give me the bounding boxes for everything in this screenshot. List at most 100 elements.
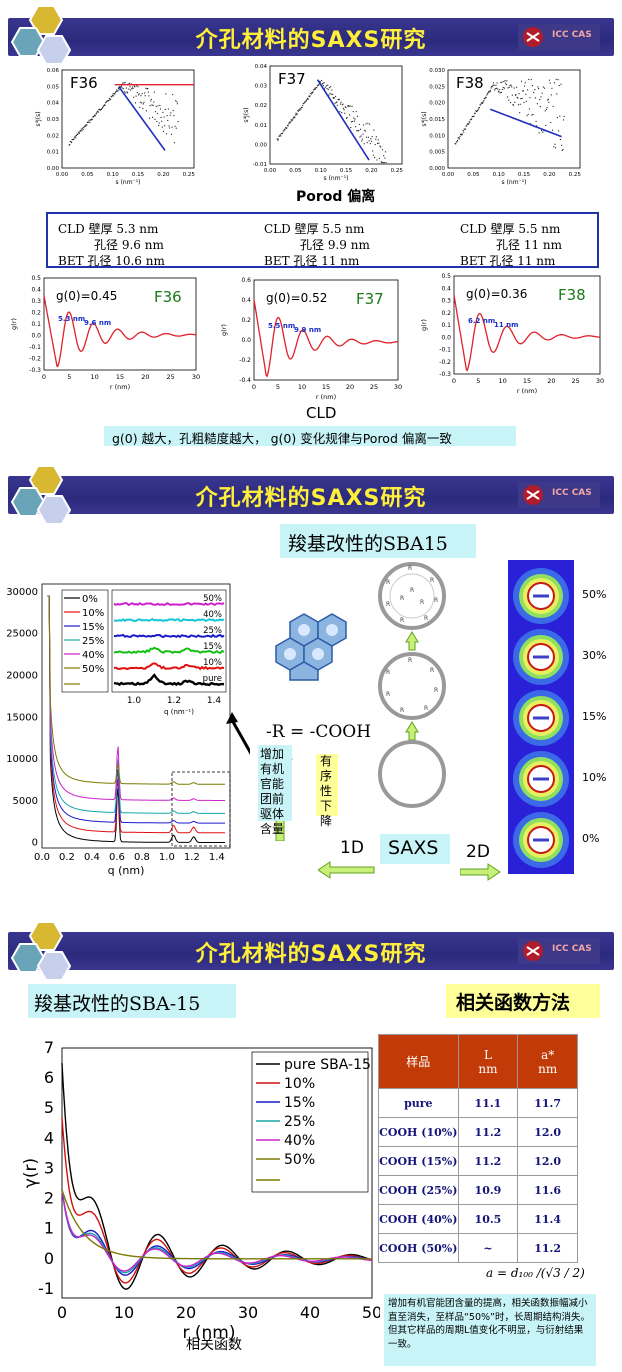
scatter-point	[351, 105, 353, 107]
saxs-series-line	[47, 595, 225, 814]
scatter-point	[170, 112, 172, 114]
scatter-point	[86, 124, 88, 126]
beamstop	[533, 655, 549, 659]
scatter-point	[99, 109, 101, 111]
scatter-point	[341, 112, 343, 114]
scatter-point	[358, 123, 360, 125]
scatter-point	[326, 88, 328, 90]
scatter-point	[122, 88, 124, 90]
scatter-point	[283, 128, 286, 130]
scatter-point	[75, 137, 77, 139]
scatter-point	[529, 97, 531, 99]
scatter-point	[299, 107, 301, 109]
x-tick-label: 0.05	[81, 172, 94, 178]
scatter-point	[309, 95, 311, 97]
scatter-point	[87, 121, 89, 123]
scatter-point	[313, 88, 315, 91]
scatter-point	[380, 161, 382, 163]
scatter-point	[172, 109, 174, 112]
x-tick-label: 30	[394, 383, 402, 391]
scatter-point	[109, 99, 111, 101]
scatter-point	[547, 99, 549, 101]
wall-thickness-annotation: 5.3 nm	[58, 315, 85, 323]
scatter-point	[156, 120, 158, 123]
scatter-point	[319, 81, 321, 83]
scatter-point	[170, 133, 172, 135]
slide-title: 介孔材料的SAXS研究	[195, 486, 427, 511]
svg-text:R: R	[434, 687, 438, 694]
y-tick-label: 0	[32, 838, 38, 849]
table-cell-a: 11.4	[517, 1204, 578, 1234]
scatter-point	[460, 133, 462, 135]
scatter-point	[480, 102, 482, 104]
scatter-point	[291, 119, 293, 121]
x-tick-label: 20	[176, 1303, 196, 1322]
scatter-point	[559, 115, 561, 117]
scatter-point	[349, 105, 351, 107]
svg-text:R: R	[430, 667, 434, 674]
y-tick-label: 0.01	[47, 150, 59, 156]
scatter-point	[137, 86, 139, 88]
scatter-point	[284, 129, 286, 131]
y-tick-label: 25000	[6, 629, 38, 640]
scatter-point	[305, 100, 307, 102]
plot-frame	[253, 279, 399, 381]
x-tick-label: 0.15	[518, 172, 531, 178]
scatter-point	[100, 109, 102, 111]
porod-plot-f36: 0.00 0.01 0.02 0.03 0.04 0.05 0.06 0.00 0.05 0.10…	[35, 68, 195, 186]
y-tick-label: 0.4	[241, 297, 251, 304]
explanation-text: 增加有机官能团含量的提高，相关函数振幅减小直至消失，至样品“50%”时，长周期结…	[388, 1298, 590, 1350]
scatter-point	[142, 108, 144, 110]
scatter-point	[278, 135, 280, 137]
scatter-point	[280, 135, 282, 137]
saxs-series-line	[47, 595, 225, 824]
x-tick-label: 25	[167, 373, 175, 381]
table-row: pure 11.1 11.7	[378, 1088, 578, 1118]
inset-x-tick-label: 1.0	[127, 696, 142, 706]
scatter-point	[303, 103, 305, 105]
scatter-point	[125, 92, 127, 94]
scatter-point	[92, 116, 95, 118]
order-decrease-text: 有序性下降	[320, 754, 333, 828]
legend-label: 50%	[284, 1152, 315, 1168]
g0-label: g(0)=0.52	[266, 291, 327, 305]
left-arrow-icon	[318, 861, 375, 879]
scatter-point	[497, 88, 499, 90]
plot-sample-label: F36	[70, 74, 98, 92]
scatter-point	[298, 109, 300, 111]
scatter-point	[495, 84, 497, 86]
scatter-point	[104, 104, 106, 107]
scatter-point	[485, 97, 487, 99]
scatter-point	[302, 104, 304, 106]
scatter-point	[375, 138, 377, 140]
slide3-subtitle: 羧基改性的SBA-15	[34, 993, 201, 1015]
x-tick-label: 20	[346, 383, 354, 391]
scatter-point	[372, 150, 374, 152]
scatter-point	[311, 92, 314, 94]
y-axis-label: g(r)	[220, 324, 228, 336]
legend-label: 10%	[284, 1076, 315, 1092]
scatter-point	[161, 126, 163, 128]
scatter-point	[74, 136, 76, 138]
scatter-point	[301, 106, 303, 108]
scatter-point	[477, 108, 479, 110]
correlation-g-plots: -0.3 -0.2 -0.1 0.0 0.1 0.2 0.3 0.4 0.5 0 5 10 15 20 25…	[10, 273, 604, 401]
scatter-point	[383, 162, 385, 164]
scatter-point	[295, 112, 297, 114]
functional-group-formula: -R = -COOH	[266, 722, 372, 742]
scatter-point	[296, 114, 298, 116]
x-tick-label: 1.2	[184, 852, 200, 863]
scatter-point	[537, 86, 539, 88]
scatter-point	[70, 141, 72, 143]
logo-emblem-icon	[523, 27, 543, 47]
x-axis-label: s (nm⁻¹)	[502, 179, 527, 186]
y-tick-label: 0.0	[241, 337, 251, 344]
scatter-point	[497, 90, 499, 92]
scatter-point	[350, 126, 352, 129]
scatter-point	[145, 87, 147, 89]
x-tick-label: 0.2	[59, 852, 75, 863]
pattern-label: 15%	[582, 710, 607, 723]
saxs-2d-pattern	[513, 812, 569, 868]
scatter-point	[165, 133, 168, 135]
saxs-series-line	[47, 595, 225, 785]
